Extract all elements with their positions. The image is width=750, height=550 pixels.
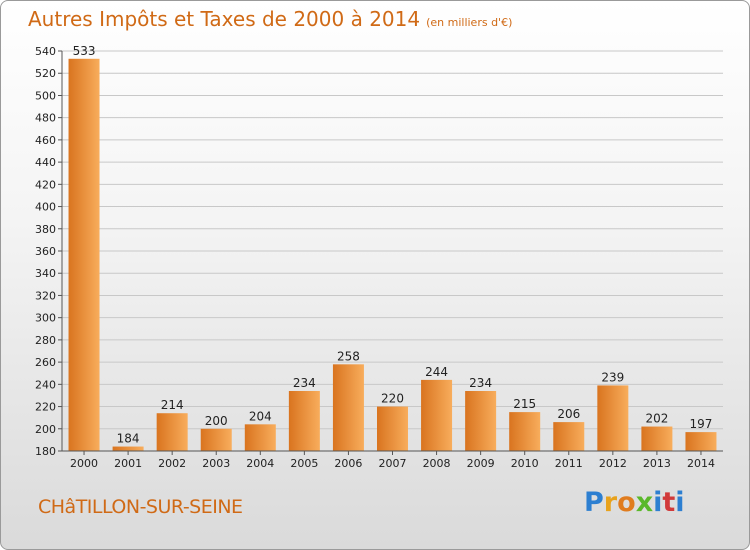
y-axis-ticks: 180 200 220 240 260 280 300 320 340 360 380 400 420 4… xyxy=(35,45,62,458)
x-tick-label: 2014 xyxy=(687,457,715,470)
data-label: 244 xyxy=(425,365,448,379)
data-label: 239 xyxy=(601,370,624,384)
y-tick-label: 360 xyxy=(35,245,56,258)
bar xyxy=(156,413,188,451)
x-axis-ticks: 2000 2001 2002 2003 2004 2005 2006 2007 2008 2009… xyxy=(70,451,715,470)
x-tick-label: 2005 xyxy=(290,457,318,470)
bar xyxy=(641,426,673,451)
y-tick-label: 180 xyxy=(35,445,56,458)
data-label: 197 xyxy=(690,417,713,431)
x-tick-label: 2011 xyxy=(555,457,583,470)
bar xyxy=(597,385,629,451)
bar xyxy=(200,428,232,451)
data-label: 234 xyxy=(469,376,492,390)
y-tick-label: 440 xyxy=(35,156,56,169)
bar xyxy=(465,391,497,451)
y-tick-label: 480 xyxy=(35,112,56,125)
y-tick-label: 320 xyxy=(35,289,56,302)
chart-title: Autres Impôts et Taxes de 2000 à 2014 (en… xyxy=(28,7,512,31)
data-label: 206 xyxy=(557,407,580,421)
data-label: 204 xyxy=(249,409,272,423)
data-label: 533 xyxy=(73,44,96,58)
y-tick-label: 280 xyxy=(35,334,56,347)
chart-unit-note: (en milliers d'€) xyxy=(426,16,513,29)
data-label: 200 xyxy=(205,414,228,428)
y-tick-label: 540 xyxy=(35,45,56,58)
y-tick-label: 520 xyxy=(35,67,56,80)
y-tick-label: 300 xyxy=(35,312,56,325)
bar xyxy=(553,422,585,451)
bar xyxy=(421,379,453,451)
x-tick-label: 2013 xyxy=(643,457,671,470)
data-label: 215 xyxy=(513,397,536,411)
bar xyxy=(244,424,276,451)
data-labels: 533 184 214 200 204 234 258 220 244 234 215 206 239 2… xyxy=(73,44,713,446)
bar xyxy=(112,446,144,451)
x-tick-label: 2000 xyxy=(70,457,98,470)
x-tick-label: 2009 xyxy=(467,457,495,470)
x-tick-label: 2007 xyxy=(379,457,407,470)
chart-title-text: Autres Impôts et Taxes de 2000 à 2014 xyxy=(28,7,421,31)
x-tick-label: 2012 xyxy=(599,457,627,470)
y-tick-label: 380 xyxy=(35,223,56,236)
x-tick-label: 2006 xyxy=(334,457,362,470)
bar xyxy=(288,391,320,451)
data-label: 184 xyxy=(117,432,140,446)
y-tick-label: 200 xyxy=(35,423,56,436)
bar xyxy=(509,412,541,451)
data-label: 220 xyxy=(381,392,404,406)
y-tick-label: 260 xyxy=(35,356,56,369)
data-label: 202 xyxy=(645,412,668,426)
brand-logo-letter: t xyxy=(662,487,676,518)
brand-logo-letter: x xyxy=(635,487,654,518)
x-tick-label: 2008 xyxy=(423,457,451,470)
brand-logo-letter: P xyxy=(584,487,604,518)
bars xyxy=(68,58,717,452)
data-label: 258 xyxy=(337,349,360,363)
y-tick-label: 420 xyxy=(35,178,56,191)
x-tick-label: 2004 xyxy=(246,457,274,470)
x-tick-label: 2003 xyxy=(202,457,230,470)
bar xyxy=(68,58,100,452)
data-label: 234 xyxy=(293,376,316,390)
y-tick-label: 220 xyxy=(35,401,56,414)
x-tick-label: 2010 xyxy=(511,457,539,470)
brand-logo-letter: i xyxy=(653,487,663,518)
brand-logo-letter: i xyxy=(675,487,685,518)
x-tick-label: 2002 xyxy=(158,457,186,470)
city-name: CHâTILLON-SUR-SEINE xyxy=(38,496,243,518)
brand-logo-letter: o xyxy=(617,487,636,518)
y-tick-label: 460 xyxy=(35,134,56,147)
y-tick-label: 340 xyxy=(35,267,56,280)
y-tick-label: 240 xyxy=(35,378,56,391)
y-tick-label: 400 xyxy=(35,201,56,214)
bar xyxy=(332,364,364,451)
bar xyxy=(685,432,717,451)
data-label: 214 xyxy=(161,398,184,412)
x-tick-label: 2001 xyxy=(114,457,142,470)
brand-logo: Proxiti xyxy=(584,487,685,518)
y-tick-label: 500 xyxy=(35,89,56,102)
bar xyxy=(377,406,408,451)
brand-logo-letter: r xyxy=(603,487,618,518)
